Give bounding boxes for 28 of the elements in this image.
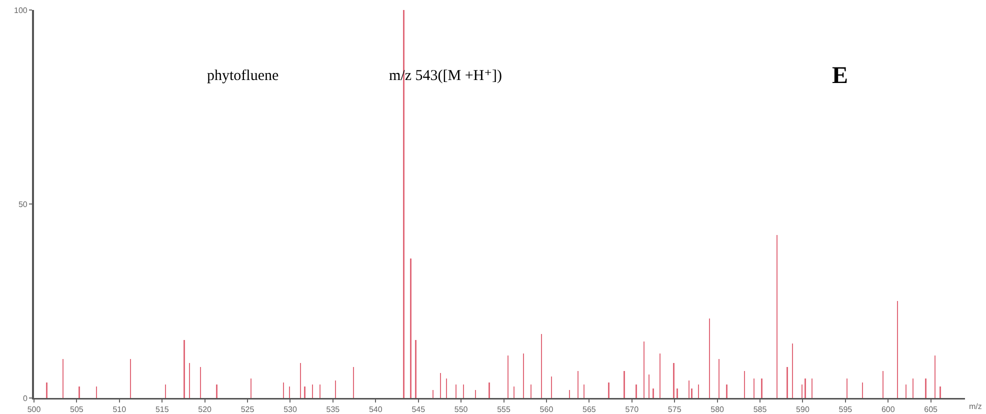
x-tick-label: 580	[710, 405, 725, 414]
x-tick-label: 545	[412, 405, 426, 414]
x-tick-label: 605	[924, 405, 938, 414]
x-tick-label: 600	[881, 405, 896, 414]
x-tick-label: 505	[70, 405, 84, 414]
y-tick-label: 0	[22, 394, 28, 403]
x-axis-title: m/z	[969, 402, 982, 411]
x-tick-label: 575	[668, 405, 682, 414]
x-tick-label: 535	[326, 405, 340, 414]
x-tick-label: 555	[497, 405, 511, 414]
x-tick-label: 590	[796, 405, 810, 414]
x-tick-label: 560	[540, 405, 554, 414]
x-tick-label: 540	[368, 405, 383, 414]
y-tick-label: 100	[14, 6, 28, 15]
x-tick-label: 585	[753, 405, 768, 414]
y-tick-label: 50	[18, 200, 28, 209]
x-tick-label: 565	[582, 405, 596, 414]
x-tick-label: 525	[240, 405, 255, 414]
x-tick-label: 515	[155, 405, 170, 414]
x-tick-label: 570	[625, 405, 640, 414]
x-tick-label: 550	[454, 405, 468, 414]
x-tick-label: 520	[198, 405, 212, 414]
annotation: E	[832, 63, 848, 89]
x-tick-label: 510	[112, 405, 127, 414]
x-tick-label: 530	[284, 405, 298, 414]
annotation: phytofluene	[207, 68, 279, 84]
x-tick-label: 500	[27, 405, 42, 414]
x-tick-label: 595	[838, 405, 853, 414]
